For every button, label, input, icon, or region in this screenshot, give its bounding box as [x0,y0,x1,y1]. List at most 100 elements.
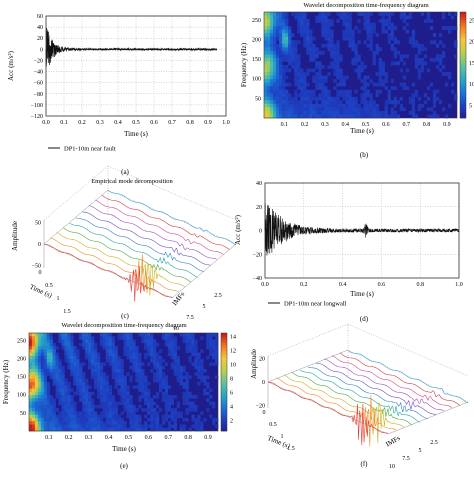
heatmap-cell [273,89,277,94]
heatmap-cell [188,408,192,412]
heatmap-cell [126,398,130,402]
heatmap-cell [164,382,169,386]
heatmap-cell [153,395,157,399]
heatmap-cell [73,427,77,432]
panel-a-legend-label: DP1-10m near fault [64,146,116,153]
heatmap-cell [173,368,177,373]
heatmap-cell [108,339,112,344]
heatmap-cell [126,339,130,344]
heatmap-cell [387,114,391,119]
colorbar-segment [221,382,227,385]
heatmap-cell [396,61,401,66]
heatmap-cell [144,378,148,383]
heatmap-cell [99,411,104,415]
heatmap-cell [155,375,160,380]
heatmap-cell [93,346,98,350]
heatmap-cell [321,50,325,55]
x-tick-label: 0.0 [42,120,50,126]
heatmap-cell [384,12,388,16]
colorbar-segment [221,389,227,393]
heatmap-cell [129,411,133,415]
heatmap-cell [378,89,382,94]
heatmap-cell [342,19,346,23]
heatmap-cell [197,355,201,360]
heatmap-cell [147,401,151,406]
heatmap-cell [414,40,419,45]
heatmap-cell [31,375,36,380]
heatmap-cell [179,424,183,429]
heatmap-cell [369,22,373,27]
x-tick-label: 0.5 [132,120,140,126]
heatmap-cell [55,414,59,419]
heatmap-cell [138,427,142,432]
heatmap-cell [357,75,361,80]
heatmap-cell [327,22,331,27]
heatmap-cell [342,29,346,34]
heatmap-cell [264,86,268,91]
heatmap-cell [264,100,268,105]
heatmap-cell [288,114,292,119]
heatmap-cell [88,365,92,370]
heatmap-cell [273,107,277,112]
heatmap-cell [64,391,68,396]
heatmap-cell [67,355,71,360]
panel-c-label: (c) [121,312,129,320]
heatmap-cell [363,86,367,91]
heatmap-cell [333,103,337,108]
heatmap-cell [73,404,77,409]
heatmap-cell [438,100,443,105]
heatmap-cell [194,421,198,425]
panel-c: Empirical mode decomposition 500−5000.51… [11,165,237,332]
heatmap-cell [185,385,189,389]
heatmap-cell [185,401,189,406]
heatmap-cell [31,333,36,337]
heatmap-cell [126,352,130,357]
heatmap-cell [203,378,207,383]
heatmap-cell [333,65,337,69]
heatmap-cell [40,408,45,412]
heatmap-cell [144,375,148,380]
heatmap-cell [423,47,428,52]
heatmap-cell [194,342,198,347]
heatmap-cell [147,395,151,399]
heatmap-cell [99,414,104,419]
heatmap-cell [342,79,346,83]
heatmap-cell [93,362,98,366]
heatmap-cell [114,375,118,380]
colorbar-segment [460,27,466,31]
heatmap-cell [188,391,192,396]
colorbar-segment [460,104,466,108]
heatmap-cell [348,36,352,41]
heatmap-cell [76,424,80,429]
heatmap-cell [117,333,121,337]
heatmap-cell [176,404,180,409]
heatmap-cell [279,40,283,45]
heatmap-cell [197,368,201,373]
heatmap-cell [357,107,361,112]
heatmap-cell [327,100,331,105]
heatmap-cell [31,342,36,347]
heatmap-cell [161,398,166,402]
heatmap-cell [264,29,268,34]
heatmap-cell [447,29,452,34]
heatmap-cell [93,382,98,386]
heatmap-cell [438,54,443,59]
colorbar-segment [221,408,227,412]
heatmap-cell [138,362,142,366]
heatmap-cell [432,57,437,62]
heatmap-cell [31,349,36,353]
heatmap-cell [282,93,286,98]
heatmap-cell [405,29,410,34]
heatmap-cell [294,72,298,76]
imf-line [95,199,224,255]
colorbar-segment [460,110,466,113]
y-tick-label: −40 [34,70,43,76]
colorbar-segment [221,391,227,395]
heatmap-cell [291,47,295,52]
heatmap-cell [61,346,65,350]
heatmap-cell [61,372,65,376]
heatmap-cell [378,65,382,69]
heatmap-cell [43,339,48,344]
